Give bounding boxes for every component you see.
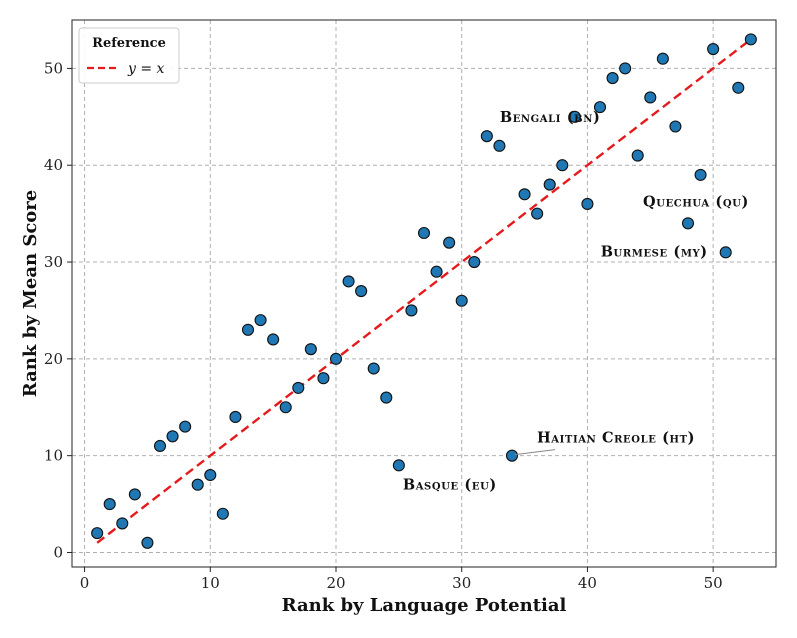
data-point [744, 33, 757, 46]
data-point [581, 197, 594, 210]
data-point [179, 420, 192, 433]
data-point [317, 372, 330, 385]
data-point [430, 265, 443, 278]
data-point [656, 52, 669, 65]
data-point [468, 255, 481, 269]
data-point [505, 449, 519, 462]
data-point [694, 168, 707, 181]
axis-ticks: 0 10 20 30 40 50 0 10 20 30 40 50 [44, 59, 723, 592]
grid-lines [72, 20, 776, 567]
data-point [279, 401, 292, 414]
data-point [116, 517, 129, 530]
legend-box [78, 27, 180, 84]
data-point [304, 343, 317, 356]
data-point [367, 362, 380, 375]
data-point [292, 381, 305, 394]
annotation-leader [514, 449, 556, 456]
y-axis-label: Rank by Mean Score [20, 190, 41, 397]
x-tick-label: 20 [326, 574, 345, 592]
data-point [329, 352, 343, 365]
y-tick-label: 40 [44, 156, 63, 174]
data-point [342, 275, 355, 288]
data-point [229, 410, 242, 423]
data-point [405, 304, 418, 317]
y-tick-label: 10 [44, 447, 63, 465]
data-point [619, 62, 632, 75]
data-point [669, 120, 682, 133]
data-point [216, 507, 229, 520]
annotation-label: Bengali (bn) [500, 109, 601, 126]
data-point [204, 468, 217, 482]
annotation-label: Quechua (qu) [643, 193, 749, 210]
data-point [707, 42, 720, 56]
data-point [91, 527, 104, 540]
data-point [480, 130, 493, 143]
legend-title: Reference [92, 36, 166, 51]
data-point [267, 333, 280, 346]
data-point [103, 498, 116, 511]
data-point [681, 217, 695, 230]
annotation-label: Haitian Creole (ht) [537, 430, 695, 447]
x-tick-label: 50 [704, 574, 723, 592]
data-point [644, 91, 657, 104]
data-point [166, 430, 179, 443]
x-tick-label: 30 [452, 574, 471, 592]
x-tick-label: 0 [80, 574, 90, 592]
annotation-label: Basque (eu) [403, 476, 497, 493]
data-point [141, 536, 154, 549]
annotations: Bengali (bn) Quechua (qu) Burmese (my) Hait… [403, 109, 749, 493]
data-point [719, 246, 732, 259]
data-point [568, 110, 581, 123]
data-point [153, 439, 167, 453]
data-point [380, 391, 393, 404]
data-point [392, 459, 405, 472]
x-tick-label: 40 [578, 574, 597, 592]
annotation-label: Burmese (my) [601, 243, 708, 260]
legend-entry-label: y = x [127, 61, 165, 77]
x-axis-label: Rank by Language Potential [282, 595, 567, 616]
data-point [493, 139, 506, 152]
data-point [732, 81, 745, 94]
data-point [631, 149, 644, 162]
data-point [556, 159, 569, 172]
data-point [254, 314, 267, 327]
data-point [128, 488, 141, 501]
data-point [191, 478, 204, 491]
reference-line [96, 38, 752, 544]
data-point [417, 226, 431, 240]
data-point [518, 188, 531, 201]
legend: Reference y = x [78, 27, 180, 84]
data-point [606, 72, 619, 85]
data-point [355, 285, 368, 298]
y-tick-label: 30 [44, 253, 63, 271]
y-tick-label: 0 [53, 543, 63, 561]
plot-frame [71, 19, 777, 568]
data-point [531, 207, 544, 220]
x-tick-label: 10 [201, 574, 220, 592]
data-points [91, 33, 757, 549]
data-point [593, 101, 607, 114]
y-tick-label: 20 [44, 350, 63, 368]
data-point [543, 178, 556, 191]
data-point [443, 236, 456, 249]
data-point [241, 323, 255, 336]
data-point [455, 294, 468, 307]
y-tick-label: 50 [44, 59, 63, 77]
